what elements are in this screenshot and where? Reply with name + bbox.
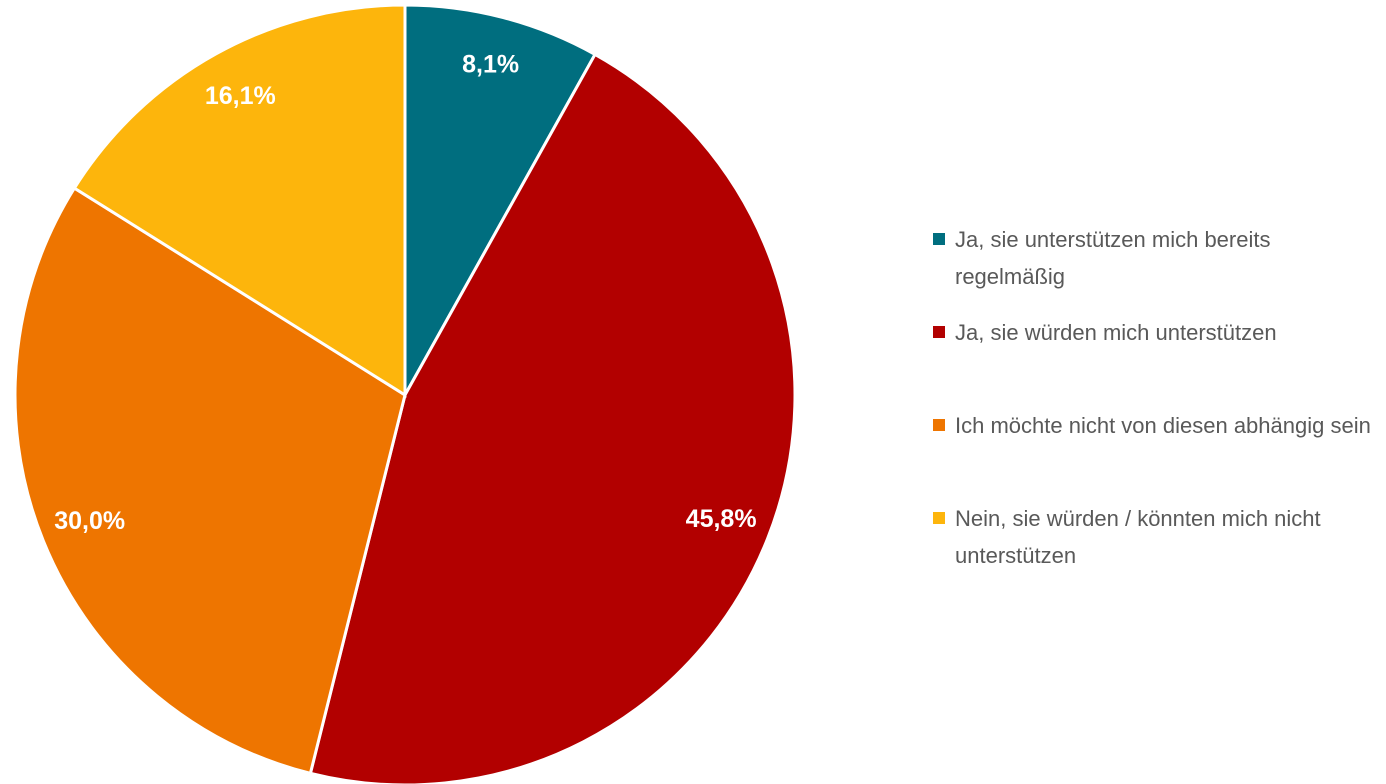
pie-slice [72,3,407,398]
legend-swatch [933,326,945,338]
legend-entry: Nein, sie würden / könnten mich nicht un… [933,500,1383,574]
legend-label: Ja, sie würden mich unterstützen [955,320,1277,345]
data-label: 8,1% [462,51,519,79]
legend-swatch [933,419,945,431]
legend-label: Ich möchte nicht von diesen abhängig sei… [955,413,1371,438]
legend-swatch [933,233,945,245]
legend-swatch [933,512,945,524]
legend-entry: Ja, sie unterstützen mich bereits regelm… [933,221,1383,295]
data-label: 30,0% [54,507,125,535]
pie-slice [308,52,797,784]
legend-entry: Ja, sie würden mich unterstützen [933,314,1383,351]
data-label: 16,1% [205,82,276,110]
data-label: 45,8% [686,505,757,533]
legend-label: Nein, sie würden / könnten mich nicht un… [955,506,1321,568]
pie-slice [403,3,598,401]
legend-label: Ja, sie unterstützen mich bereits regelm… [955,227,1271,289]
legend-entry: Ich möchte nicht von diesen abhängig sei… [933,407,1383,444]
